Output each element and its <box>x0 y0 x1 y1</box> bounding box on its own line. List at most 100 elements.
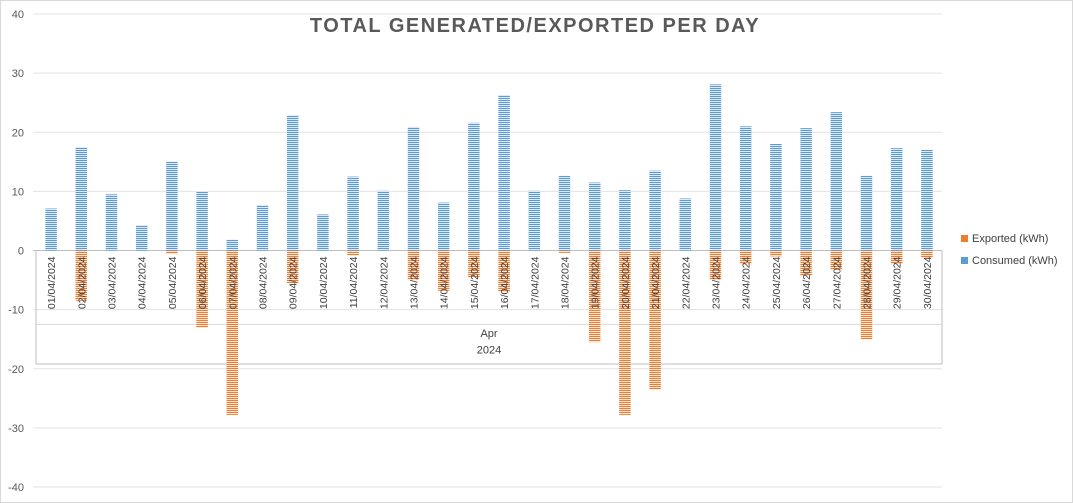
bar-consumed <box>75 147 88 251</box>
x-tick-label: 01/04/2024 <box>46 256 58 309</box>
bar-exported <box>196 250 208 328</box>
y-tick-label: 0 <box>18 246 24 258</box>
x-tick-label: 13/04/2024 <box>409 256 421 309</box>
x-tick-label: 05/04/2024 <box>167 256 179 309</box>
bar-consumed <box>166 161 178 251</box>
bar-consumed <box>921 149 933 251</box>
bar-consumed <box>347 176 359 251</box>
bar-exported <box>588 250 601 343</box>
legend-label: Consumed (kWh) <box>972 255 1058 267</box>
x-tick-label: 02/04/2024 <box>76 256 88 309</box>
y-tick-label: 20 <box>12 127 24 139</box>
legend-swatch <box>961 257 968 264</box>
bar-consumed <box>135 225 148 251</box>
bar-consumed <box>45 208 57 251</box>
x-tick-label: 12/04/2024 <box>378 256 390 309</box>
x-tick-label: 10/04/2024 <box>318 256 330 309</box>
bar-exported <box>166 250 178 255</box>
x-tick-label: 17/04/2024 <box>529 256 541 309</box>
bar-consumed <box>770 143 782 251</box>
x-axis-labels: 01/04/2024 02/04/2024 03/04/2024 04/04/2024… <box>46 256 934 356</box>
x-tick-label: 18/04/2024 <box>560 256 572 309</box>
y-axis-labels: 40 30 20 10 0 -10 -20 -30 -40 <box>8 9 24 494</box>
bar-exported <box>770 250 782 257</box>
bar-consumed <box>226 239 239 251</box>
bar-consumed <box>286 115 299 251</box>
bar-consumed <box>498 95 510 251</box>
bar-consumed <box>437 202 450 251</box>
bar-consumed <box>800 128 812 251</box>
x-tick-label: 30/04/2024 <box>922 256 934 309</box>
bar-consumed <box>468 122 480 251</box>
bar-consumed <box>649 170 661 251</box>
legend: Exported (kWh) Consumed (kWh) <box>961 233 1058 267</box>
legend-label: Exported (kWh) <box>972 233 1048 245</box>
bar-exported <box>739 250 752 265</box>
x-tick-label: 19/04/2024 <box>590 256 602 309</box>
bar-consumed <box>830 112 843 251</box>
y-tick-label: -20 <box>8 364 24 376</box>
bar-consumed <box>407 126 420 251</box>
bar-exported <box>286 250 299 284</box>
bar-exported <box>226 250 239 415</box>
x-tick-label: 16/04/2024 <box>499 256 511 309</box>
bar-consumed <box>558 175 571 251</box>
y-tick-label: -10 <box>8 305 24 317</box>
bar-consumed <box>860 175 873 251</box>
y-tick-label: 30 <box>12 68 24 80</box>
y-tick-label: -40 <box>8 482 24 494</box>
x-tick-label: 29/04/2024 <box>892 256 904 309</box>
x-tick-label: 03/04/2024 <box>107 256 119 309</box>
bar-exported <box>619 250 631 415</box>
x-tick-label: 27/04/2024 <box>831 256 843 309</box>
bar-consumed <box>679 198 692 251</box>
year-group-label: 2024 <box>477 344 501 356</box>
x-tick-label: 25/04/2024 <box>771 256 783 309</box>
x-tick-label: 15/04/2024 <box>469 256 481 309</box>
x-tick-label: 14/04/2024 <box>439 256 451 309</box>
bar-consumed <box>377 190 390 251</box>
x-tick-label: 09/04/2024 <box>288 256 300 309</box>
x-tick-label: 23/04/2024 <box>711 256 723 309</box>
bars <box>45 84 933 415</box>
bar-consumed <box>619 190 631 251</box>
bar-exported <box>437 250 450 291</box>
bar-exported <box>407 250 420 281</box>
x-tick-label: 28/04/2024 <box>862 256 874 309</box>
x-tick-label: 22/04/2024 <box>680 256 692 309</box>
bar-exported <box>709 250 722 281</box>
bar-consumed <box>105 194 118 251</box>
bar-exported <box>830 250 843 271</box>
x-tick-label: 11/04/2024 <box>348 256 360 308</box>
bar-consumed <box>890 148 903 251</box>
x-tick-label: 20/04/2024 <box>620 256 632 309</box>
bar-exported <box>800 250 812 276</box>
bar-exported <box>860 250 873 340</box>
chart-title: TOTAL GENERATED/EXPORTED PER DAY <box>310 15 760 37</box>
plot-area <box>33 13 943 488</box>
bar-exported <box>558 250 571 253</box>
y-tick-label: -30 <box>8 423 24 435</box>
bar-exported <box>468 250 480 278</box>
x-tick-label: 26/04/2024 <box>801 256 813 309</box>
bar-consumed <box>528 190 541 251</box>
x-tick-label: 04/04/2024 <box>137 256 149 309</box>
month-group-label: Apr <box>480 328 497 340</box>
bar-exported <box>890 250 903 264</box>
x-tick-label: 24/04/2024 <box>741 256 753 309</box>
x-tick-label: 06/04/2024 <box>197 256 209 309</box>
x-tick-label: 07/04/2024 <box>227 256 239 309</box>
bar-exported <box>498 250 510 292</box>
x-tick-label: 21/04/2024 <box>650 256 662 309</box>
bar-consumed <box>317 214 329 251</box>
bar-consumed <box>588 182 601 251</box>
legend-swatch <box>961 235 968 242</box>
bar-consumed <box>739 126 752 251</box>
category-axis-box <box>35 250 943 365</box>
y-tick-label: 40 <box>12 9 24 21</box>
bar-consumed <box>256 204 269 251</box>
bar-consumed <box>709 84 722 251</box>
